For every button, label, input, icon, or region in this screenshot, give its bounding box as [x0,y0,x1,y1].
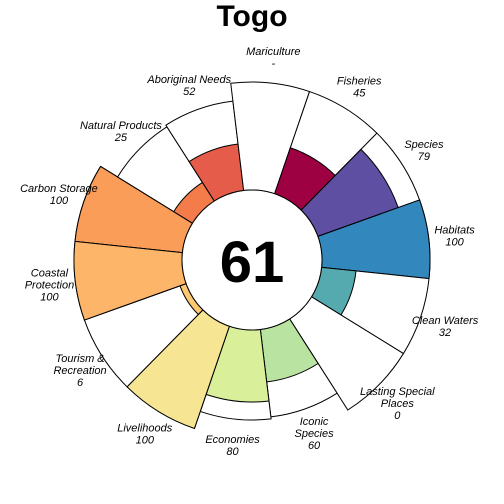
goal-label-livelihoods: Livelihoods 100 [117,423,173,447]
goal-label-iconic-species: Iconic Species 60 [294,416,334,452]
goal-label-economies: Economies 80 [205,434,260,458]
goal-label-fisheries: Fisheries 45 [337,75,382,99]
goal-label-species: Species 79 [404,139,444,163]
goal-label-mariculture: Mariculture - [246,46,300,70]
goal-label-clean-waters: Clean Waters 32 [412,315,479,339]
goal-label-natural-products: Natural Products 25 [80,120,162,144]
center-circle [181,189,323,331]
goal-label-coastal-protection: Coastal Protection 100 [25,267,75,303]
goal-label-lasting-special-places: Lasting Special Places 0 [360,386,435,422]
goal-label-carbon-storage: Carbon Storage 100 [20,183,98,207]
petals-group [73,81,431,430]
labels-group: Carbon Storage 100 Natural Products 25 Abori… [20,46,479,458]
center-score: 61 [220,230,285,295]
goal-label-tourism-recreation: Tourism & Recreation 6 [53,353,106,389]
chart-title: Togo [216,0,287,33]
goal-label-habitats: Habitats 100 [434,225,475,249]
goal-label-aboriginal-needs: Aboriginal Needs 52 [146,74,231,98]
